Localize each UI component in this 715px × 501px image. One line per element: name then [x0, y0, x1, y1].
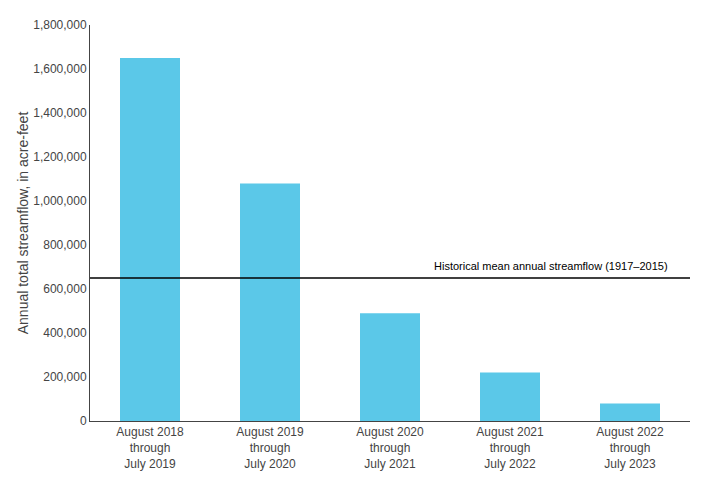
svg-text:200,000: 200,000: [43, 370, 87, 384]
svg-text:1,000,000: 1,000,000: [33, 194, 87, 208]
svg-text:0: 0: [80, 414, 87, 428]
svg-text:August 2020throughJuly 2021: August 2020throughJuly 2021: [356, 425, 424, 470]
svg-text:August 2019throughJuly 2020: August 2019throughJuly 2020: [236, 425, 304, 470]
svg-text:1,200,000: 1,200,000: [33, 150, 87, 164]
svg-text:800,000: 800,000: [43, 238, 87, 252]
svg-text:Historical mean annual streamf: Historical mean annual streamflow (1917–…: [434, 260, 668, 272]
svg-text:1,400,000: 1,400,000: [33, 106, 87, 120]
svg-text:August 2022throughJuly 2023: August 2022throughJuly 2023: [596, 425, 664, 470]
svg-text:400,000: 400,000: [43, 326, 87, 340]
svg-text:1,800,000: 1,800,000: [33, 18, 87, 32]
svg-text:600,000: 600,000: [43, 282, 87, 296]
svg-text:August 2018throughJuly 2019: August 2018throughJuly 2019: [116, 425, 184, 470]
svg-text:1,600,000: 1,600,000: [33, 62, 87, 76]
svg-text:August 2021throughJuly 2022: August 2021throughJuly 2022: [476, 425, 544, 470]
svg-text:Annual total streamflow, in ac: Annual total streamflow, in acre-feet: [15, 112, 31, 335]
